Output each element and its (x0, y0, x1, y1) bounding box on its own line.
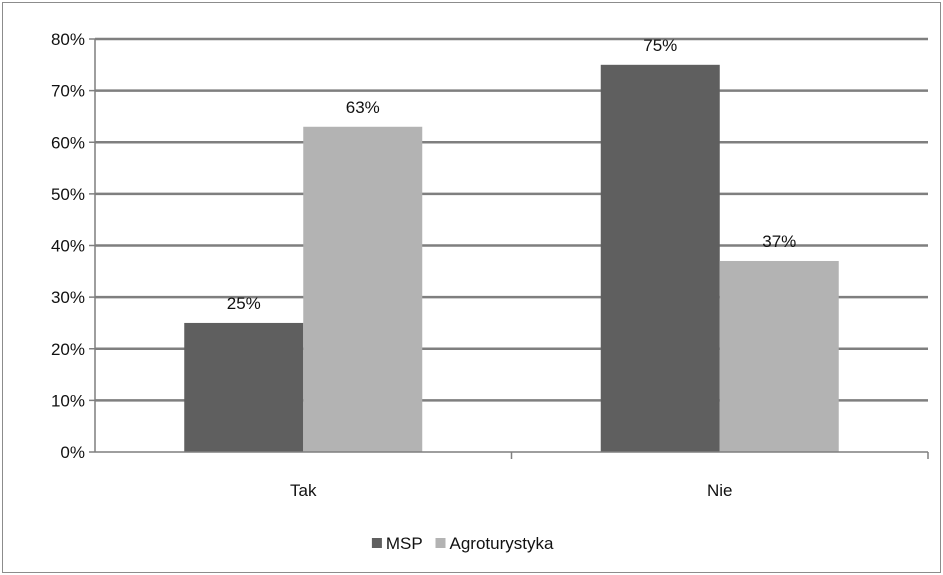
y-tick-label: 60% (51, 133, 85, 152)
y-tick-label: 50% (51, 185, 85, 204)
bar (303, 126, 423, 452)
axes (89, 38, 929, 459)
bar (600, 64, 720, 452)
category-label: Tak (290, 481, 317, 500)
y-tick-label: 40% (51, 237, 85, 256)
legend-swatch (371, 538, 382, 548)
legend-label: MSP (386, 534, 423, 553)
bars (184, 64, 839, 452)
y-tick-label: 70% (51, 82, 85, 101)
category-label: Nie (707, 481, 733, 500)
y-tick-label: 80% (51, 30, 85, 49)
y-tick-label: 20% (51, 340, 85, 359)
y-tick-label: 0% (60, 443, 85, 462)
y-tick-label: 30% (51, 288, 85, 307)
labels: 0% 10% 20% 30% 40% 50% 60% 70% 80% 25% 63% Tak 75% 37… (51, 30, 796, 500)
data-label: 75% (643, 36, 677, 55)
data-label: 25% (227, 294, 261, 313)
y-tick-label: 10% (51, 391, 85, 410)
data-label: 37% (762, 232, 796, 251)
data-label: 63% (346, 98, 380, 117)
bar (184, 322, 304, 452)
legend-label: Agroturystyka (450, 534, 554, 553)
legend-swatch (435, 538, 446, 548)
legend: MSP Agroturystyka (371, 534, 554, 553)
bar (719, 260, 839, 452)
